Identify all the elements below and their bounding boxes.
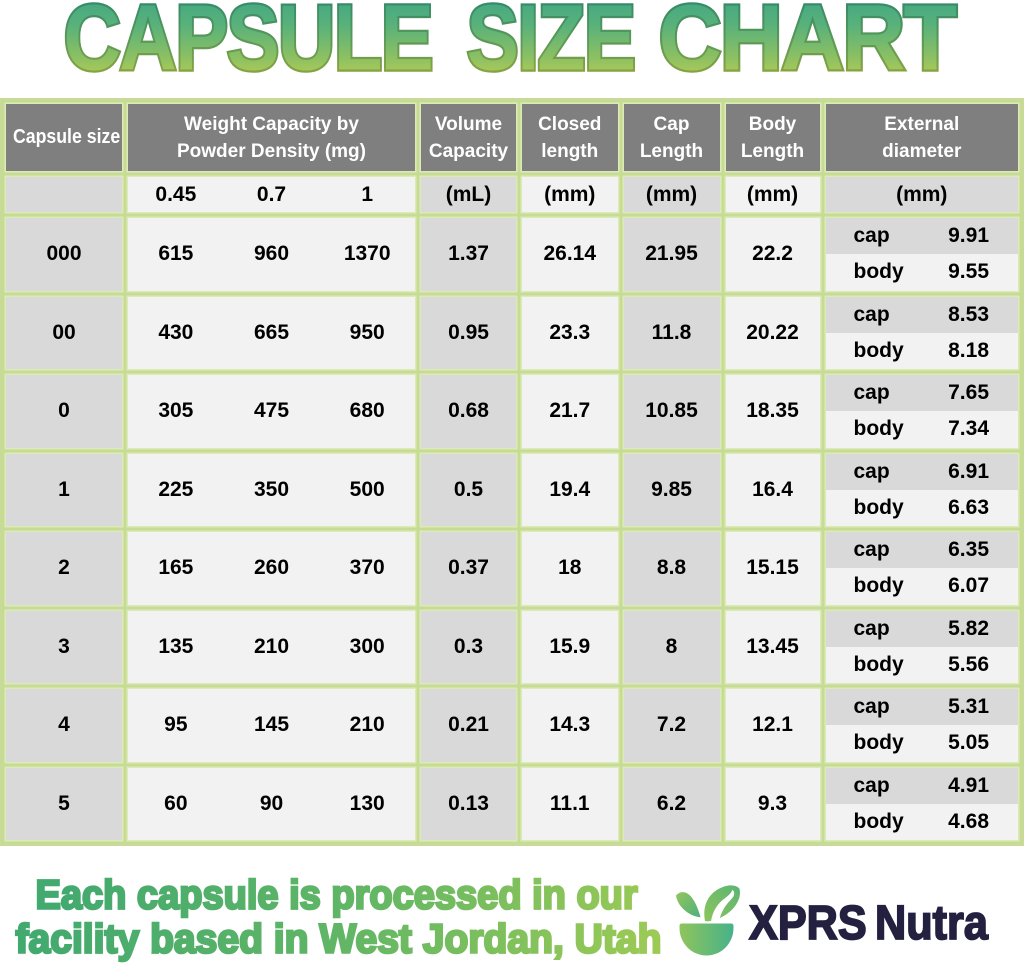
svg-text:CHART: CHART (659, 0, 957, 90)
svg-text:Each capsule is processed in o: Each capsule is processed in our (36, 872, 638, 918)
svg-text:SIZE: SIZE (467, 0, 635, 90)
svg-text:facility based in West Jordan,: facility based in West Jordan, Utah (16, 917, 662, 962)
svg-text:CAPSULE: CAPSULE (64, 0, 433, 90)
